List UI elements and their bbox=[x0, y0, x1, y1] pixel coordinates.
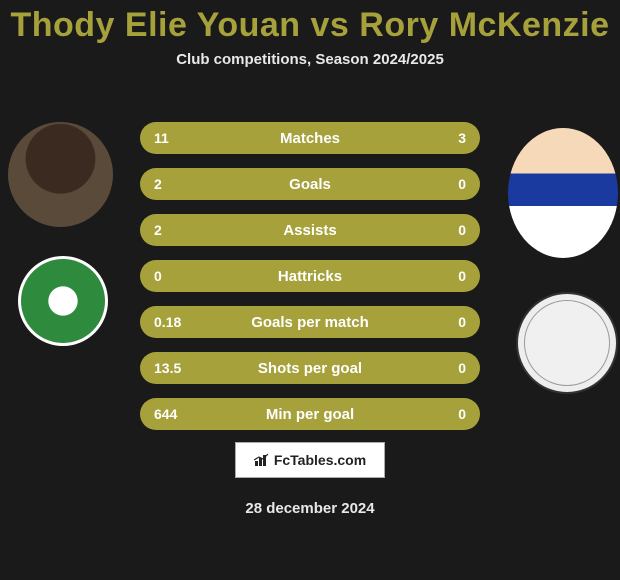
stat-label: Assists bbox=[140, 222, 480, 239]
stat-left-value: 0 bbox=[154, 268, 162, 284]
stat-row: 644 Min per goal 0 bbox=[140, 398, 480, 430]
stat-label: Goals bbox=[140, 176, 480, 193]
stat-row: 2 Assists 0 bbox=[140, 214, 480, 246]
stat-label: Goals per match bbox=[140, 314, 480, 331]
page-title: Thody Elie Youan vs Rory McKenzie bbox=[0, 0, 620, 45]
player-left-avatar bbox=[8, 122, 113, 227]
stat-row: 11 Matches 3 bbox=[140, 122, 480, 154]
stat-right-value: 0 bbox=[458, 406, 466, 422]
branding-text: FcTables.com bbox=[274, 452, 366, 468]
club-left-crest bbox=[18, 256, 108, 346]
stat-row: 2 Goals 0 bbox=[140, 168, 480, 200]
branding-badge: FcTables.com bbox=[235, 442, 385, 478]
stat-label: Hattricks bbox=[140, 268, 480, 285]
stat-right-value: 3 bbox=[458, 130, 466, 146]
player-right-avatar bbox=[508, 128, 618, 258]
stat-label: Min per goal bbox=[140, 406, 480, 423]
stat-row: 0.18 Goals per match 0 bbox=[140, 306, 480, 338]
stat-left-value: 11 bbox=[154, 130, 169, 146]
stat-row: 13.5 Shots per goal 0 bbox=[140, 352, 480, 384]
stats-container: 11 Matches 3 2 Goals 0 2 Assists 0 0 Hat… bbox=[140, 122, 480, 444]
stat-left-value: 644 bbox=[154, 406, 177, 422]
stat-row: 0 Hattricks 0 bbox=[140, 260, 480, 292]
chart-icon bbox=[254, 453, 270, 467]
date-text: 28 december 2024 bbox=[0, 500, 620, 517]
subtitle: Club competitions, Season 2024/2025 bbox=[0, 51, 620, 68]
stat-left-value: 13.5 bbox=[154, 360, 181, 376]
stat-label: Shots per goal bbox=[140, 360, 480, 377]
stat-right-value: 0 bbox=[458, 222, 466, 238]
stat-left-value: 0.18 bbox=[154, 314, 181, 330]
stat-right-value: 0 bbox=[458, 314, 466, 330]
stat-right-value: 0 bbox=[458, 268, 466, 284]
stat-left-value: 2 bbox=[154, 222, 162, 238]
stat-right-value: 0 bbox=[458, 360, 466, 376]
stat-right-value: 0 bbox=[458, 176, 466, 192]
stat-left-value: 2 bbox=[154, 176, 162, 192]
stat-label: Matches bbox=[140, 130, 480, 147]
club-right-crest bbox=[516, 292, 618, 394]
